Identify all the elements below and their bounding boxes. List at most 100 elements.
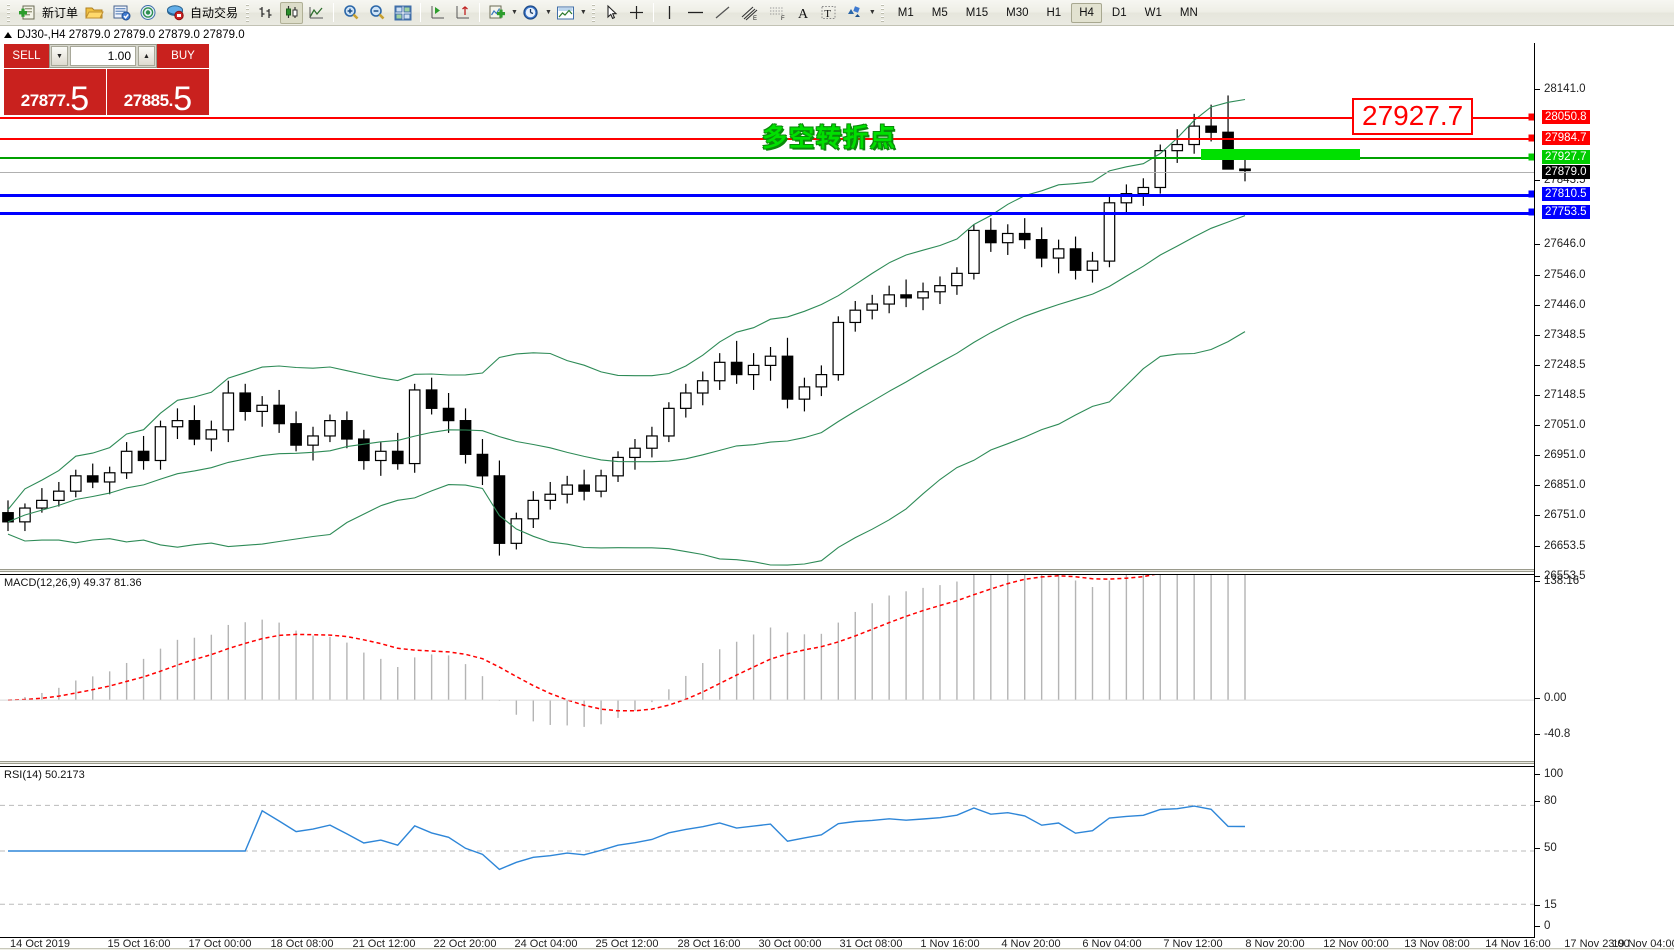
candlestick — [476, 439, 489, 486]
buy-price[interactable]: 27885 . 5 — [107, 69, 209, 116]
timeframe-m5[interactable]: M5 — [931, 6, 948, 19]
terminal-icon[interactable] — [109, 2, 134, 24]
cursor-icon[interactable] — [601, 2, 623, 24]
zoom-out-icon[interactable] — [365, 2, 389, 24]
rsi-pane[interactable]: RSI(14) 50.2173 — [0, 766, 1534, 938]
candlestick — [86, 463, 99, 489]
pane-splitter-macd[interactable] — [0, 569, 1534, 572]
toolbar-grip-3[interactable] — [589, 2, 597, 23]
folder-icon[interactable] — [82, 2, 107, 24]
shapes-dropdown-caret[interactable]: ▼ — [868, 9, 876, 16]
crosshair-icon[interactable] — [625, 2, 648, 24]
turning-point-annotation[interactable]: 多空转折点 — [762, 124, 898, 152]
radar-icon[interactable] — [136, 2, 161, 24]
candlestick — [578, 469, 590, 501]
timeframe-w1[interactable]: W1 — [1144, 6, 1162, 19]
price-level-badge[interactable]: 27753.5 — [1542, 205, 1590, 219]
text-a-icon[interactable]: A — [793, 2, 815, 24]
price-axis-tick — [1535, 335, 1540, 336]
new-order-icon[interactable] — [16, 2, 40, 24]
collapse-triangle-icon[interactable] — [4, 31, 12, 38]
price-chart-pane[interactable] — [0, 43, 1534, 568]
timeframe-m30[interactable]: M30 — [1006, 6, 1029, 19]
price-level-badge[interactable]: 27879.0 — [1542, 165, 1590, 179]
svg-text:E: E — [753, 16, 757, 21]
toolbar-grip-4[interactable] — [878, 2, 886, 23]
price-level-line-green[interactable] — [0, 157, 1534, 159]
vertical-line-icon[interactable] — [659, 2, 681, 24]
toolbar-grip[interactable] — [5, 2, 12, 23]
clock-icon[interactable] — [519, 2, 543, 24]
candlestick-chart-icon[interactable] — [280, 1, 304, 24]
time-axis[interactable]: 14 Oct 2019 15 Oct 16:00 17 Oct 00:00 18 Oc… — [0, 938, 1674, 950]
timeframe-m15[interactable]: M15 — [965, 6, 989, 19]
horizontal-line-icon[interactable] — [683, 2, 708, 24]
new-order-label[interactable]: 新订单 — [42, 6, 79, 20]
template-icon[interactable] — [553, 2, 578, 24]
price-level-line-gray[interactable] — [0, 172, 1534, 173]
price-level-badge[interactable]: 28050.8 — [1542, 110, 1590, 124]
time-axis-label: 21 Oct 12:00 — [352, 938, 416, 950]
grid-icon[interactable] — [391, 2, 415, 24]
periods-dropdown-caret[interactable]: ▼ — [544, 9, 552, 16]
zoom-in-icon[interactable] — [339, 2, 363, 24]
sell-price[interactable]: 27877 . 5 — [4, 69, 106, 116]
line-chart-icon[interactable] — [305, 2, 328, 24]
supply-demand-zone[interactable] — [1201, 149, 1360, 160]
timeframe-mn[interactable]: MN — [1179, 6, 1198, 19]
equidistant-channel-icon[interactable]: E — [737, 2, 763, 24]
macd-axis-label: 138.16 — [1544, 575, 1580, 587]
price-level-line-blue[interactable] — [0, 212, 1534, 215]
one-click-trading-panel[interactable]: SELL ▼ 1.00 ▲ BUY 27877 . 5 27885 . 5 — [4, 44, 209, 116]
macd-pane[interactable]: MACD(12,26,9) 49.37 81.36 — [0, 574, 1534, 762]
candlestick — [595, 469, 607, 498]
timeframe-h4[interactable]: H4 — [1071, 2, 1102, 23]
trade-panel-top-row: SELL ▼ 1.00 ▲ BUY — [4, 44, 209, 68]
price-level-line-red[interactable] — [0, 138, 1534, 140]
timeframe-h1[interactable]: H1 — [1046, 6, 1062, 19]
price-axis[interactable]: 28141.0 27646.0 27546.0 27446.0 27348.5 27248… — [1534, 43, 1674, 938]
volume-increment-button[interactable]: ▲ — [138, 46, 155, 66]
timeframe-d1[interactable]: D1 — [1111, 6, 1127, 19]
candlestick — [866, 294, 879, 320]
autoscroll-icon[interactable] — [426, 2, 449, 24]
pane-splitter-rsi[interactable] — [0, 761, 1534, 764]
bar-chart-icon[interactable] — [255, 2, 278, 24]
market-icon[interactable] — [163, 2, 188, 24]
price-level-badge[interactable]: 27927.7 — [1542, 150, 1590, 164]
candlestick — [307, 426, 319, 461]
timeframe-bar: M1 M5 M15 M30 H1 H4 D1 W1 MN — [889, 2, 1207, 23]
trendline-icon[interactable] — [710, 2, 735, 24]
price-axis-tick — [1535, 275, 1540, 276]
macd-axis-tick — [1535, 581, 1540, 582]
text-label-icon[interactable]: T — [817, 2, 840, 24]
price-level-line-blue[interactable] — [0, 194, 1534, 197]
price-axis-tick — [1535, 305, 1540, 306]
candlestick — [679, 383, 692, 418]
shapes-icon[interactable] — [842, 2, 867, 24]
candlestick — [1137, 178, 1150, 206]
auto-trading-label[interactable]: 自动交易 — [190, 6, 239, 20]
toolbar-grip-2[interactable] — [244, 2, 252, 23]
chart-shift-icon[interactable] — [451, 2, 474, 24]
fibonacci-icon[interactable]: F — [765, 2, 791, 24]
sell-button[interactable]: SELL — [4, 44, 49, 68]
timeframe-m1[interactable]: M1 — [897, 6, 914, 19]
price-axis-tick — [1535, 395, 1540, 396]
volume-control[interactable]: ▼ 1.00 ▲ — [49, 44, 157, 68]
price-level-badge[interactable]: 27810.5 — [1542, 187, 1590, 201]
templates-dropdown-caret[interactable]: ▼ — [579, 9, 587, 16]
price-level-badge[interactable]: 27984.7 — [1542, 131, 1590, 145]
indicators-icon[interactable] — [485, 2, 509, 24]
volume-decrement-button[interactable]: ▼ — [51, 46, 68, 66]
buy-button[interactable]: BUY — [157, 44, 209, 68]
sell-price-integer: 27877 — [20, 91, 66, 110]
rsi-axis-tick — [1535, 801, 1540, 802]
price-callout-box[interactable]: 27927.7 — [1352, 98, 1474, 136]
indicators-dropdown-caret[interactable]: ▼ — [511, 9, 518, 16]
buy-price-separator: . — [168, 91, 174, 110]
volume-input[interactable]: 1.00 — [70, 46, 136, 66]
price-level-line-red[interactable] — [0, 117, 1534, 119]
window-bottom-edge — [0, 948, 1674, 950]
macd-axis-label: -40.8 — [1544, 728, 1571, 740]
